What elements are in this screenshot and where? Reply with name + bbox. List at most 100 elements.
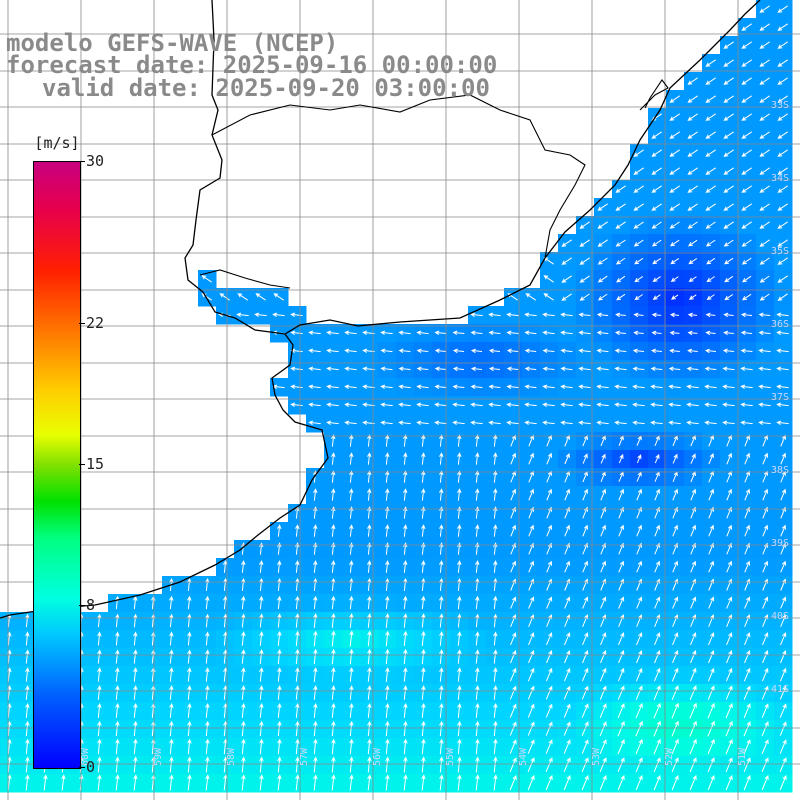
wind-arrow bbox=[743, 739, 751, 755]
wind-arrow bbox=[187, 703, 192, 718]
wind-arrow bbox=[506, 330, 519, 336]
wind-arrow bbox=[25, 631, 30, 646]
wind-arrow bbox=[758, 366, 771, 372]
wind-arrow bbox=[403, 720, 408, 737]
wind-arrow bbox=[636, 632, 643, 646]
wind-arrow bbox=[475, 774, 480, 791]
wind-arrow bbox=[690, 506, 696, 519]
title-forecast-date: forecast date: 2025-09-16 00:00:00 bbox=[6, 51, 498, 79]
wind-arrow bbox=[723, 41, 734, 49]
wind-arrow bbox=[705, 149, 716, 157]
wind-arrow bbox=[761, 685, 769, 700]
wind-arrow bbox=[563, 774, 571, 791]
wind-arrow bbox=[115, 774, 120, 791]
coastline-lagoon bbox=[639, 79, 669, 111]
wind-arrow bbox=[384, 488, 390, 501]
wind-arrow bbox=[349, 648, 354, 665]
wind-arrow bbox=[380, 366, 393, 372]
wind-arrow bbox=[669, 348, 680, 354]
wind-arrow bbox=[543, 293, 554, 301]
wind-arrow bbox=[653, 720, 661, 737]
wind-arrow bbox=[617, 720, 625, 737]
wind-arrow bbox=[706, 276, 715, 283]
wind-arrow bbox=[780, 560, 786, 573]
wind-arrow bbox=[115, 667, 120, 682]
wind-arrow bbox=[579, 257, 590, 265]
wind-arrow bbox=[708, 452, 714, 465]
wind-arrow bbox=[295, 630, 300, 647]
wind-arrow bbox=[672, 506, 678, 519]
wind-arrow bbox=[331, 756, 336, 773]
wind-arrow bbox=[313, 630, 318, 647]
wind-arrow bbox=[614, 402, 627, 408]
wind-arrow bbox=[326, 348, 339, 354]
wind-arrow bbox=[25, 685, 30, 700]
wind-arrow bbox=[222, 578, 228, 591]
wind-arrow bbox=[582, 596, 589, 609]
wind-arrow bbox=[671, 667, 679, 682]
latitude-label: 37S bbox=[771, 392, 789, 403]
wind-arrow bbox=[687, 149, 698, 157]
wind-arrow bbox=[457, 720, 462, 737]
wind-arrow bbox=[133, 720, 138, 737]
wind-arrow bbox=[546, 560, 552, 573]
wind-arrow bbox=[741, 41, 752, 49]
latitude-label: 38S bbox=[771, 465, 789, 476]
wind-arrow bbox=[295, 667, 300, 682]
wind-arrow bbox=[741, 257, 752, 265]
wind-arrow bbox=[331, 720, 336, 737]
wind-arrow bbox=[385, 667, 390, 682]
longitude-label: 56W bbox=[372, 747, 383, 766]
latitude-label: 39S bbox=[771, 538, 789, 549]
wind-arrow bbox=[614, 384, 627, 390]
wind-arrow bbox=[416, 384, 429, 390]
wind-arrow bbox=[313, 756, 318, 773]
wind-arrow bbox=[169, 738, 174, 755]
wind-arrow bbox=[597, 257, 608, 265]
wind-arrow bbox=[708, 542, 714, 555]
wind-arrow bbox=[527, 757, 535, 772]
wind-arrow bbox=[671, 720, 679, 737]
wind-arrow bbox=[258, 595, 264, 610]
wind-arrow bbox=[579, 221, 590, 229]
wind-arrow bbox=[564, 488, 570, 501]
wind-arrow bbox=[348, 560, 354, 573]
wind-arrow bbox=[475, 756, 480, 773]
wind-arrow bbox=[690, 632, 697, 646]
wind-arrow bbox=[669, 95, 680, 103]
wind-arrow bbox=[312, 560, 318, 573]
wind-arrow bbox=[654, 632, 661, 646]
wind-arrow bbox=[241, 756, 246, 773]
wind-arrow bbox=[563, 739, 571, 754]
wind-arrow bbox=[777, 59, 788, 67]
wind-arrow bbox=[169, 685, 174, 700]
longitude-label: 54W bbox=[518, 747, 529, 766]
wind-arrow bbox=[669, 221, 680, 229]
wind-arrow bbox=[133, 738, 138, 755]
wind-arrow bbox=[743, 774, 751, 791]
wind-arrow bbox=[564, 524, 570, 537]
wind-arrow bbox=[635, 685, 643, 700]
wind-arrow bbox=[492, 470, 498, 483]
wind-arrow bbox=[344, 420, 357, 426]
wind-arrow bbox=[578, 312, 591, 318]
colorbar-tick-label: 30 bbox=[86, 152, 105, 170]
longitude-label: 60W bbox=[80, 747, 91, 766]
wind-arrow bbox=[313, 720, 318, 737]
latitude-label: 35S bbox=[771, 246, 789, 257]
wind-arrow bbox=[488, 402, 501, 408]
wind-arrow bbox=[707, 774, 715, 791]
longitude-label: 51W bbox=[737, 747, 748, 766]
wind-arrow bbox=[578, 348, 591, 354]
latitude-label: 33S bbox=[771, 100, 789, 111]
wind-arrow bbox=[527, 703, 535, 718]
wind-arrow bbox=[758, 330, 771, 336]
wind-arrow bbox=[687, 77, 698, 85]
wind-arrow bbox=[708, 596, 715, 609]
wind-arrow bbox=[687, 131, 698, 139]
wind-arrow bbox=[295, 738, 300, 755]
wind-arrow bbox=[241, 667, 246, 682]
wind-arrow bbox=[330, 524, 336, 537]
wind-arrow bbox=[726, 506, 732, 519]
wind-arrow bbox=[330, 470, 336, 483]
